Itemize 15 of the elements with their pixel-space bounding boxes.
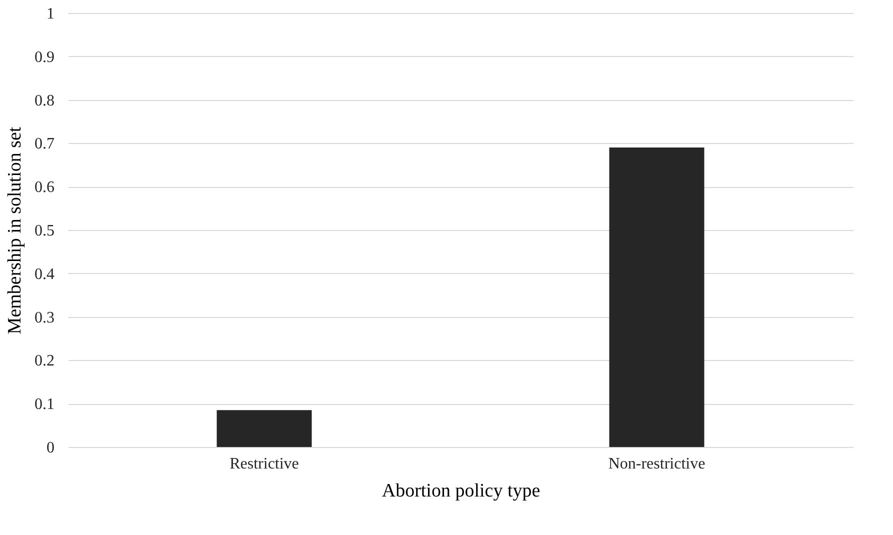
y-tick-label: 0.6 bbox=[34, 179, 54, 196]
y-tick-label: 0.4 bbox=[34, 266, 54, 283]
x-axis-title: Abortion policy type bbox=[382, 480, 540, 502]
y-tick-label: 1 bbox=[46, 6, 54, 22]
y-tick-label: 0.5 bbox=[34, 222, 54, 240]
y-tick-label: 0.1 bbox=[34, 396, 54, 414]
y-axis-title: Membership in solution set bbox=[4, 126, 26, 334]
y-tick-label: 0.9 bbox=[34, 48, 54, 66]
y-tick-label: 0.3 bbox=[34, 309, 54, 326]
y-tick-label: 0 bbox=[46, 440, 54, 456]
x-tick-label: Restrictive bbox=[230, 456, 299, 472]
y-tick-label: 0.8 bbox=[34, 92, 54, 110]
y-tick-label: 0.2 bbox=[34, 352, 54, 370]
y-tick-label: 0.7 bbox=[34, 136, 54, 153]
x-tick-label: Non-restrictive bbox=[608, 456, 706, 472]
